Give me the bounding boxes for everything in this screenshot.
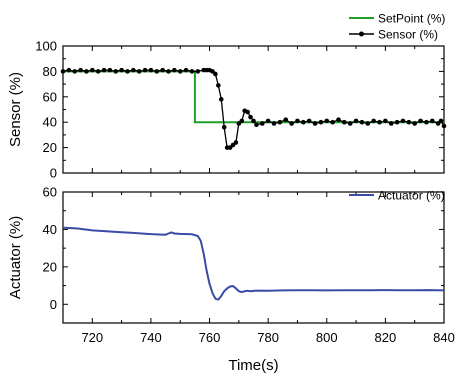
data-point-sensor xyxy=(289,121,294,126)
data-point-sensor xyxy=(142,67,148,73)
data-point-sensor xyxy=(183,67,189,73)
data-point-sensor xyxy=(218,97,224,102)
legend-marker-sensor xyxy=(359,31,364,37)
series-line-actuator xyxy=(63,226,444,301)
data-point-sensor xyxy=(148,67,154,73)
data-point-sensor xyxy=(221,124,227,130)
y-tick-label: 0 xyxy=(50,297,57,312)
legend-label-sensor: Sensor (%) xyxy=(378,28,438,42)
data-point-sensor xyxy=(245,109,250,115)
data-point-sensor xyxy=(342,119,347,125)
data-point-sensor xyxy=(388,121,394,126)
data-point-sensor xyxy=(136,69,142,74)
x-tick-label: 720 xyxy=(81,330,103,345)
data-point-sensor xyxy=(251,118,256,124)
y-tick-label: 60 xyxy=(43,185,57,200)
data-point-sensor xyxy=(406,119,412,125)
data-point-sensor xyxy=(172,67,177,73)
data-point-sensor xyxy=(347,121,353,126)
data-point-sensor xyxy=(312,121,318,126)
data-point-sensor xyxy=(336,117,341,122)
data-point-sensor xyxy=(90,67,95,73)
data-point-sensor xyxy=(195,69,201,74)
x-tick-label: 780 xyxy=(257,330,279,345)
data-point-sensor xyxy=(330,119,335,125)
data-point-sensor xyxy=(318,119,324,125)
data-point-sensor xyxy=(84,69,89,74)
y-tick-label: 20 xyxy=(43,140,57,155)
data-point-sensor xyxy=(301,119,306,125)
data-point-sensor xyxy=(166,69,171,74)
data-point-sensor xyxy=(154,69,160,74)
data-point-sensor xyxy=(418,118,423,124)
x-tick-label: 800 xyxy=(316,330,338,345)
data-point-sensor xyxy=(259,121,265,126)
y-tick-label: 20 xyxy=(43,259,57,274)
x-axis-label: Time(s) xyxy=(228,357,278,374)
plot-frame xyxy=(62,191,445,324)
data-point-sensor xyxy=(189,69,195,74)
data-point-sensor xyxy=(72,69,78,74)
x-tick-label: 840 xyxy=(433,330,455,345)
data-point-sensor xyxy=(113,69,119,74)
x-tick-label: 820 xyxy=(375,330,397,345)
legend-label-setpoint: SetPoint (%) xyxy=(378,12,445,26)
plot-frame xyxy=(62,45,445,174)
data-point-sensor xyxy=(306,118,312,124)
data-point-sensor xyxy=(107,67,113,73)
data-point-sensor xyxy=(441,123,447,129)
data-point-sensor xyxy=(283,117,289,122)
data-point-sensor xyxy=(60,69,66,74)
data-point-sensor xyxy=(438,118,444,124)
y-tick-label: 100 xyxy=(35,39,57,54)
y-tick-label: 40 xyxy=(43,222,57,237)
data-point-sensor xyxy=(429,118,435,124)
x-tick-label: 740 xyxy=(140,330,162,345)
data-point-sensor xyxy=(125,69,130,74)
data-point-sensor xyxy=(95,69,101,74)
panel-bottom: 0 20 40 60 720 740 760 780 800 820 840 Actuator (%)… xyxy=(7,185,455,375)
data-point-sensor xyxy=(424,119,429,125)
y-tick-label: 0 xyxy=(50,166,57,181)
data-point-sensor xyxy=(216,83,221,88)
data-point-sensor xyxy=(324,118,330,124)
data-point-sensor xyxy=(353,118,359,124)
data-point-sensor xyxy=(160,67,165,73)
data-point-sensor xyxy=(265,118,271,124)
series-line-sensor xyxy=(63,69,444,149)
data-point-sensor xyxy=(66,67,72,73)
data-point-sensor xyxy=(101,67,107,73)
data-point-sensor xyxy=(213,71,218,77)
data-point-sensor xyxy=(277,119,283,125)
legend-label-actuator: Actuator (%) xyxy=(378,189,445,203)
panel-top: 0 20 40 60 80 100 Sensor (%) SetPoint (%) Sensor… xyxy=(7,12,447,181)
data-point-sensor xyxy=(377,119,382,125)
data-point-sensor xyxy=(394,119,400,125)
y-tick-label: 60 xyxy=(43,89,57,104)
data-point-sensor xyxy=(400,118,406,124)
data-point-sensor xyxy=(239,118,245,124)
data-point-sensor xyxy=(271,121,277,126)
data-point-sensor xyxy=(131,67,136,73)
x-tick-label: 760 xyxy=(199,330,221,345)
data-point-sensor xyxy=(359,119,365,125)
y-tick-label: 40 xyxy=(43,115,57,130)
data-point-sensor xyxy=(412,121,417,126)
data-point-sensor xyxy=(177,69,183,74)
data-point-sensor xyxy=(119,67,124,73)
y-axis-label: Sensor (%) xyxy=(7,72,24,147)
y-axis-label: Actuator (%) xyxy=(7,216,24,299)
data-point-sensor xyxy=(383,118,388,124)
y-tick-label: 80 xyxy=(43,64,57,79)
data-point-sensor xyxy=(78,67,83,73)
data-point-sensor xyxy=(371,118,376,124)
data-point-sensor xyxy=(295,118,300,124)
data-point-sensor xyxy=(254,122,259,128)
data-point-sensor xyxy=(233,140,239,145)
data-point-sensor xyxy=(365,121,371,126)
data-point-sensor xyxy=(248,114,253,120)
series-line-setpoint xyxy=(63,70,444,124)
